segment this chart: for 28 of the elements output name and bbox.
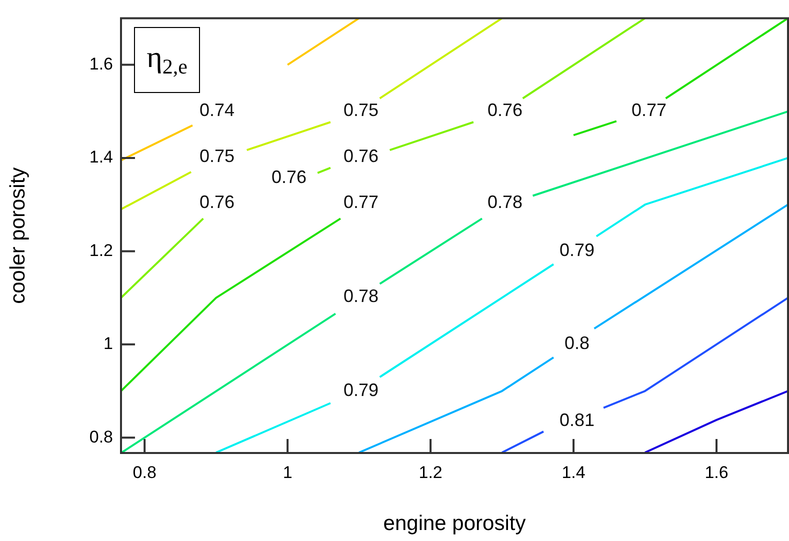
- y-tick-label: 1: [104, 334, 113, 354]
- annotation: 0.74: [199, 100, 235, 120]
- text: η$_{2,e}$: [146, 40, 188, 80]
- x-axis-title: engine porosity: [383, 512, 526, 536]
- annotation: 0.75: [199, 146, 235, 166]
- annotation: 0.77: [343, 192, 379, 212]
- annotation: 0.76: [487, 100, 523, 120]
- annotation: 0.81: [559, 410, 595, 430]
- annotation: 0.76: [271, 166, 307, 187]
- annotation: 0.76: [343, 146, 379, 166]
- x-tick-label: 1.6: [704, 462, 728, 482]
- y-tick-label: 1.6: [89, 54, 113, 74]
- y-axis-title: cooler porosity: [6, 166, 30, 304]
- x-tick-label: 1.2: [418, 462, 442, 482]
- x-tick-label: 1.4: [562, 462, 586, 482]
- y-tick-label: 1.2: [89, 240, 113, 260]
- y-tick-label: 1.4: [89, 148, 113, 167]
- x-tick-label: 0.8: [132, 462, 156, 482]
- annotation: 0.78: [487, 192, 523, 212]
- annotation: 0.75: [343, 100, 379, 120]
- annotation: 0.78: [343, 286, 379, 306]
- y-tick-label: 0.8: [89, 427, 113, 446]
- annotation: 0.76: [199, 192, 235, 212]
- annotation: 0.79: [343, 380, 379, 400]
- x-tick-label: 1: [282, 462, 292, 482]
- annotation: 0.77: [631, 100, 667, 120]
- annotation: 0.8: [564, 332, 590, 353]
- annotation: 0.79: [559, 240, 595, 260]
